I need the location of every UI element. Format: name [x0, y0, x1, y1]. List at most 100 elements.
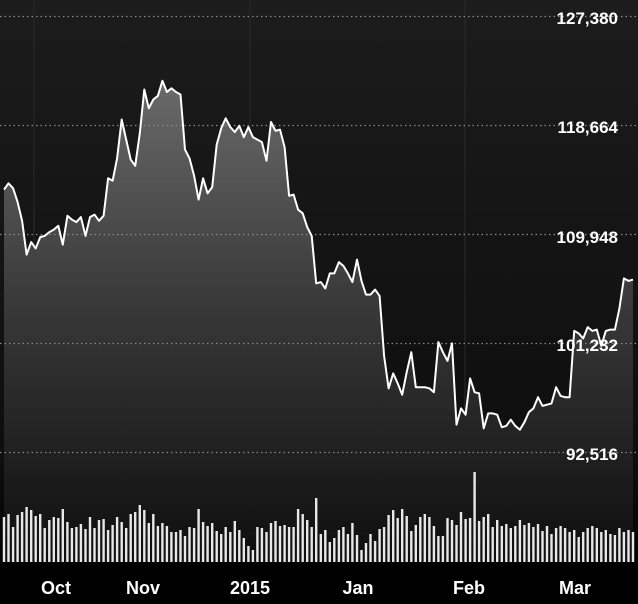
volume-bar	[179, 530, 182, 562]
volume-bar	[428, 517, 431, 562]
volume-bar	[296, 509, 300, 562]
volume-bar	[287, 527, 291, 562]
volume-bar	[125, 528, 128, 562]
volume-bar	[337, 530, 341, 562]
volume-bar	[387, 515, 390, 562]
volume-bar	[20, 512, 24, 562]
price-area	[4, 80, 633, 563]
volume-bar	[111, 525, 114, 562]
volume-bar	[102, 519, 105, 562]
volume-bar	[582, 532, 585, 562]
volume-bar	[346, 534, 350, 562]
volume-bar	[278, 526, 282, 562]
volume-bar	[491, 527, 494, 562]
volume-bar	[229, 532, 232, 562]
volume-bar	[609, 534, 612, 562]
volume-bar	[432, 526, 436, 562]
x-tick-label: Feb	[453, 578, 485, 598]
volume-bar	[364, 543, 368, 562]
volume-bar	[618, 528, 621, 562]
volume-bar	[351, 523, 354, 562]
volume-bar	[414, 525, 417, 562]
volume-bar	[373, 541, 377, 562]
volume-bar	[251, 550, 255, 562]
volume-bar	[473, 472, 476, 562]
volume-bar	[292, 527, 295, 562]
volume-bar	[600, 532, 603, 562]
volume-bar	[192, 528, 196, 562]
volume-bar	[459, 512, 463, 562]
volume-bar	[319, 534, 322, 562]
volume-bar	[392, 510, 395, 562]
volume-bar	[622, 532, 626, 562]
x-axis-labels: Oct Nov 2015 Jan Feb Mar	[41, 578, 591, 598]
volume-bar	[84, 529, 87, 562]
volume-bar	[106, 530, 110, 562]
volume-bar	[410, 531, 413, 562]
volume-bar	[152, 514, 155, 562]
volume-bar	[57, 518, 60, 562]
x-tick-label: Oct	[41, 578, 71, 598]
volume-bar	[39, 514, 42, 562]
x-axis-band	[0, 562, 638, 604]
volume-bar	[604, 530, 607, 562]
volume-bar	[423, 514, 426, 562]
volume-bar	[115, 517, 119, 562]
volume-bar	[143, 510, 146, 562]
volume-bar	[233, 521, 236, 562]
volume-bar	[211, 523, 214, 562]
volume-bar	[500, 526, 503, 562]
volume-bar	[532, 527, 535, 562]
volume-bar	[156, 526, 160, 562]
volume-bar	[165, 526, 169, 562]
volume-bar	[206, 526, 209, 562]
volume-bar	[16, 515, 19, 562]
volume-bar	[129, 514, 132, 562]
volume-bar	[554, 528, 558, 562]
volume-bar	[315, 498, 318, 562]
volume-bar	[48, 520, 51, 562]
volume-bar	[382, 527, 386, 562]
volume-bar	[247, 546, 250, 562]
volume-bar	[215, 531, 218, 562]
y-tick-label: 118,664	[557, 118, 618, 137]
x-tick-label: Nov	[126, 578, 160, 598]
volume-bar	[419, 517, 422, 562]
volume-bar	[333, 538, 336, 562]
volume-bar	[550, 534, 553, 562]
volume-bar	[97, 520, 101, 562]
volume-bar	[147, 523, 150, 562]
volume-bar	[369, 534, 372, 562]
volume-bar	[301, 514, 304, 562]
volume-bar	[631, 532, 635, 562]
y-tick-label: 92,516	[566, 445, 618, 464]
volume-bar	[342, 527, 345, 562]
volume-bars	[2, 472, 635, 562]
volume-bar	[70, 528, 74, 562]
volume-bar	[256, 527, 259, 562]
volume-bar	[306, 520, 309, 562]
volume-bar	[446, 518, 449, 562]
volume-bar	[595, 528, 598, 562]
volume-bar	[61, 509, 64, 562]
volume-bar	[34, 516, 37, 562]
volume-bar	[174, 532, 178, 562]
volume-bar	[591, 526, 594, 562]
volume-bar	[405, 516, 408, 562]
x-tick-label: 2015	[230, 578, 270, 598]
y-tick-label: 109,948	[557, 228, 618, 247]
volume-bar	[170, 532, 173, 562]
volume-bar	[523, 525, 526, 562]
volume-bar	[527, 523, 531, 562]
y-tick-label: 101,232	[557, 336, 618, 355]
volume-bar	[2, 517, 6, 562]
volume-bar	[477, 521, 481, 562]
volume-bar	[7, 514, 10, 562]
volume-bar	[455, 525, 458, 562]
x-tick-label: Mar	[559, 578, 591, 598]
volume-bar	[269, 523, 273, 562]
volume-bar	[188, 527, 191, 562]
volume-bar	[88, 517, 92, 562]
volume-bar	[437, 536, 440, 562]
volume-bar	[568, 532, 571, 562]
